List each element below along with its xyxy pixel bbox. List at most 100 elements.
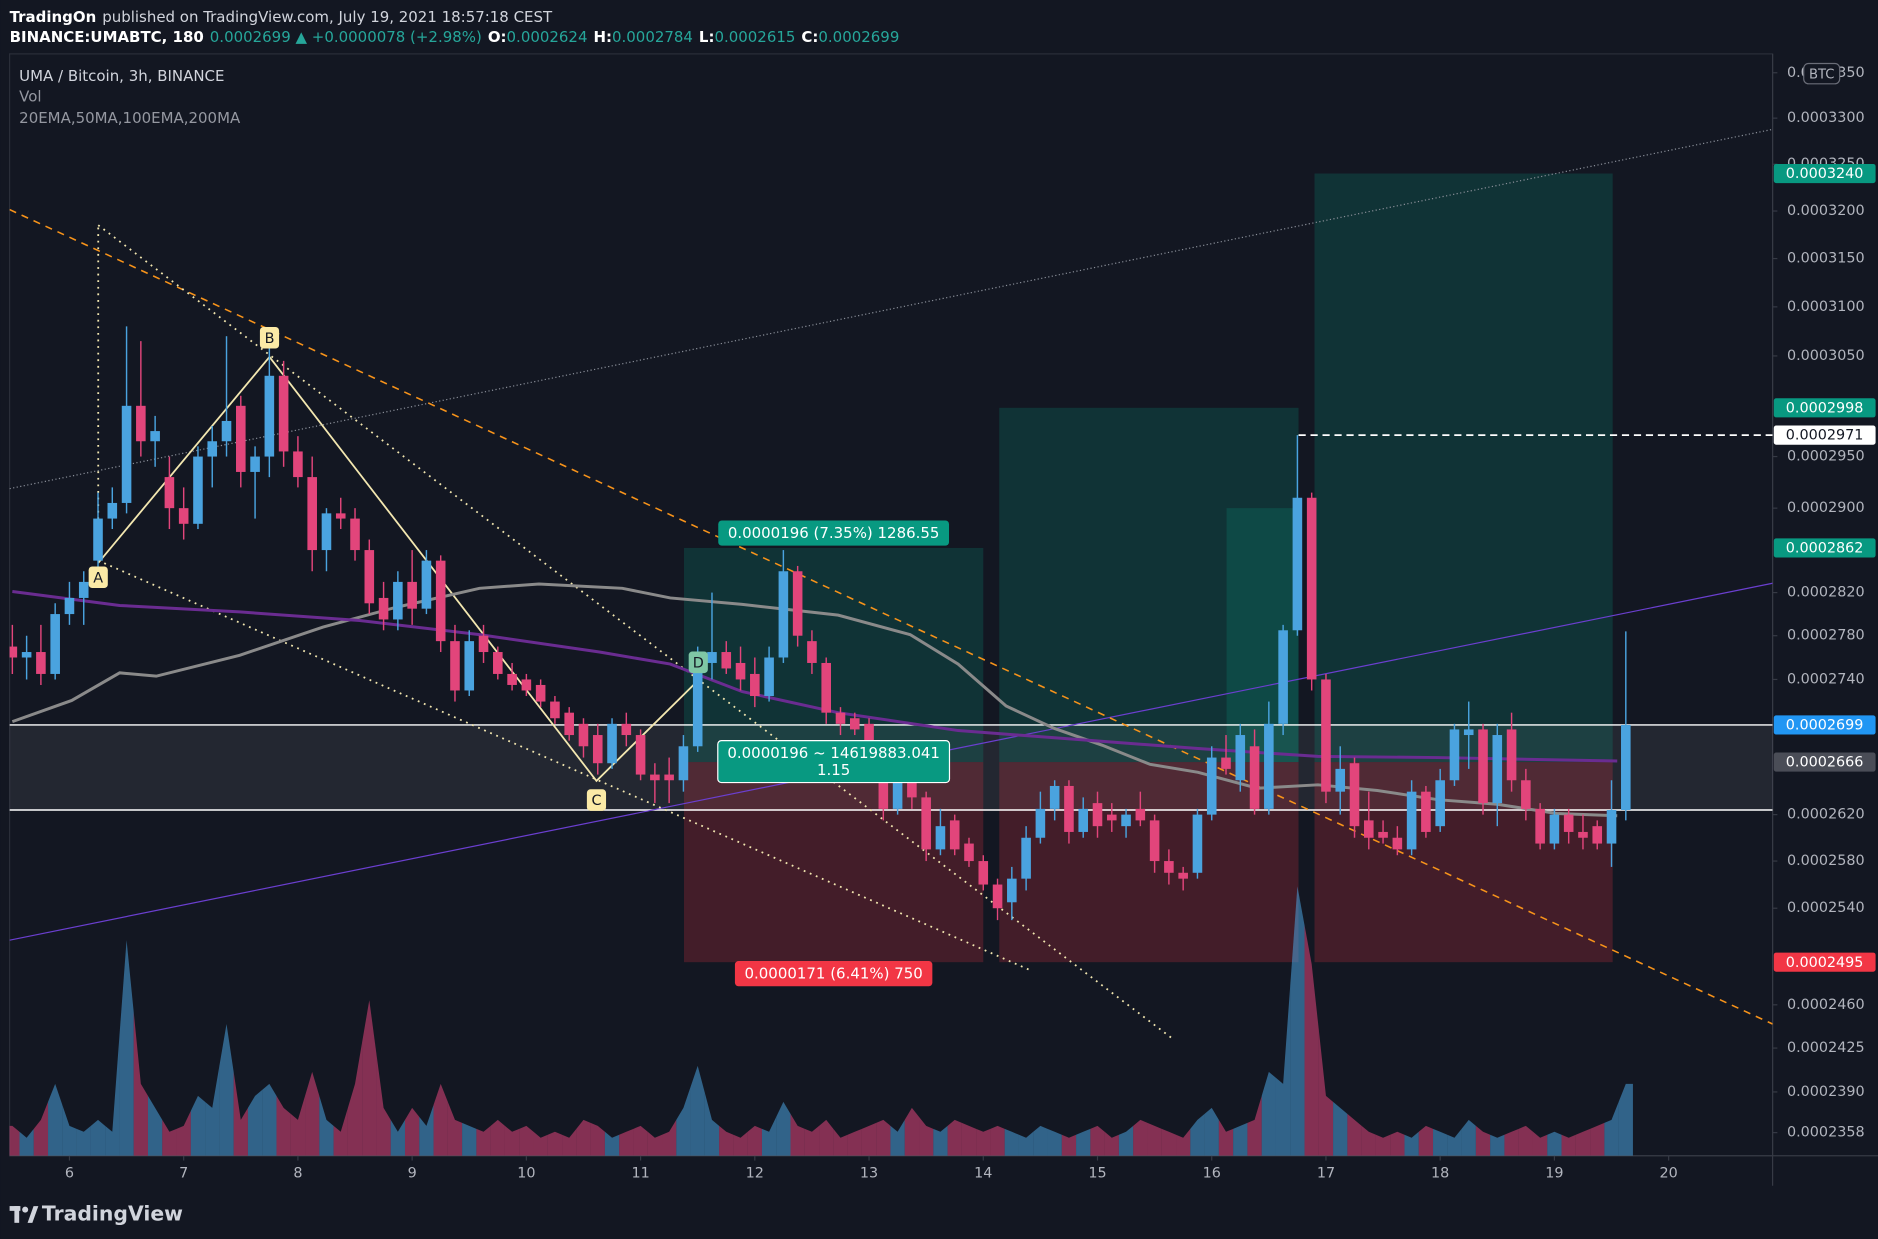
volume-area (619, 1128, 634, 1156)
pattern-point: C (591, 793, 601, 809)
plot-layer: A B C D 0.0000196 (7.35%) 1286.55 0.00001… (9, 128, 1773, 1156)
x-tick-label: 15 (1088, 1166, 1106, 1182)
chart-title: UMA / Bitcoin, 3h, BINANCE (19, 67, 224, 85)
candle-body (564, 712, 574, 736)
x-tick-label: 13 (860, 1166, 878, 1182)
volume-area (662, 1119, 677, 1156)
y-tick-label: 0.0002540 (1787, 900, 1865, 916)
volume-area (1532, 1131, 1548, 1156)
volume-area (1061, 1134, 1077, 1156)
volume-area (105, 1035, 120, 1156)
position-label: 0.0000196 (7.35%) 1286.55 (718, 520, 950, 546)
moving-average (12, 590, 1618, 763)
background-drawings (9, 173, 1773, 963)
volume-area (562, 1128, 577, 1156)
x-tick-label: 9 (408, 1166, 417, 1182)
candle-body (1449, 729, 1460, 781)
publish-line: TradingOn published on TradingView.com, J… (10, 7, 553, 25)
volume-area (776, 1101, 791, 1156)
logo-shape (14, 1206, 20, 1223)
volume-area (476, 1125, 491, 1156)
y-tick-label: 0.0003150 (1787, 251, 1865, 267)
legend-label: 20EMA,50MA,100EMA,200MA (19, 109, 241, 127)
candle-body (1592, 826, 1603, 844)
candle-body (678, 746, 689, 781)
candle-body (1035, 808, 1046, 838)
volume-area (1575, 1128, 1591, 1156)
price-badge (1773, 752, 1876, 772)
candle-body (1235, 735, 1246, 781)
candle-body (207, 441, 218, 457)
volume-area (1447, 1128, 1462, 1156)
y-tick-label: 0.0002740 (1787, 671, 1865, 687)
candle-body (621, 723, 632, 736)
candle-body (136, 405, 146, 442)
candle-body (1206, 757, 1217, 815)
ohlc-value: 0.0002624 (507, 28, 588, 46)
volume-area (1590, 1122, 1605, 1156)
price-badge (1773, 398, 1876, 418)
pattern-point: A (93, 570, 103, 586)
volume-area (176, 1110, 191, 1156)
volume-area (62, 1104, 77, 1156)
candle-body (1492, 735, 1503, 804)
candle-body (50, 614, 60, 674)
volume-area (690, 1065, 705, 1156)
candle-body (1578, 831, 1588, 838)
volume-area (1076, 1128, 1091, 1156)
y-tick-label: 0.0003200 (1787, 203, 1865, 219)
position-stop (683, 762, 984, 963)
pattern-point-box (259, 326, 280, 349)
position-label-box (718, 520, 950, 546)
volume-area (976, 1128, 991, 1156)
candle-body (807, 641, 817, 663)
candle-body (1135, 808, 1146, 821)
volume-area (647, 1131, 663, 1156)
position-stop (999, 762, 1299, 963)
volume-area (190, 1095, 206, 1156)
volume-area (990, 1125, 1005, 1156)
candle-body (350, 518, 360, 551)
candle-body (792, 571, 803, 636)
volume-area (247, 1089, 263, 1156)
axes: 0.00033500.00033000.00032500.00032000.00… (65, 65, 1876, 1182)
candle-body (1378, 831, 1388, 838)
candle-body (764, 657, 774, 697)
ohlc-label: O: (488, 28, 507, 46)
volume-area (1604, 1101, 1619, 1156)
volume-area (1204, 1107, 1219, 1156)
candle-body (750, 673, 760, 697)
volume-area (1333, 1101, 1348, 1156)
volume-area (1047, 1128, 1062, 1156)
candle-body (1121, 814, 1131, 827)
ohlc-label: H: (593, 28, 612, 46)
volume-area (890, 1119, 905, 1156)
candle-body (1021, 837, 1031, 879)
x-tick-label: 8 (293, 1166, 302, 1182)
candle-body (1478, 729, 1488, 804)
volume-area (305, 1071, 320, 1156)
volume-area (1004, 1128, 1019, 1156)
symbol: BINANCE:UMABTC, 180 (10, 28, 204, 46)
volume-area (704, 1092, 720, 1156)
candle-body (450, 641, 460, 691)
volume-area (333, 1107, 348, 1156)
volume-area (490, 1119, 505, 1156)
candle-body (1221, 757, 1231, 769)
candle-body (1563, 814, 1574, 832)
volume-area (919, 1116, 934, 1156)
volume-area (433, 1083, 448, 1156)
x-tick-label: 10 (517, 1166, 535, 1182)
volume-area (719, 1125, 734, 1156)
candle-body (64, 597, 75, 615)
currency: BTC (1809, 67, 1834, 82)
candle-body (878, 763, 889, 809)
footer-logo: TradingView (9, 1201, 183, 1225)
price-badge-label: 0.0002699 (1786, 718, 1864, 734)
volume-area (1018, 1131, 1034, 1156)
volume-area (833, 1128, 848, 1156)
candle-body (393, 581, 403, 620)
x-tick-label: 11 (631, 1166, 649, 1182)
candle-body (9, 646, 18, 658)
price-badge-label: 0.0002666 (1786, 755, 1864, 771)
